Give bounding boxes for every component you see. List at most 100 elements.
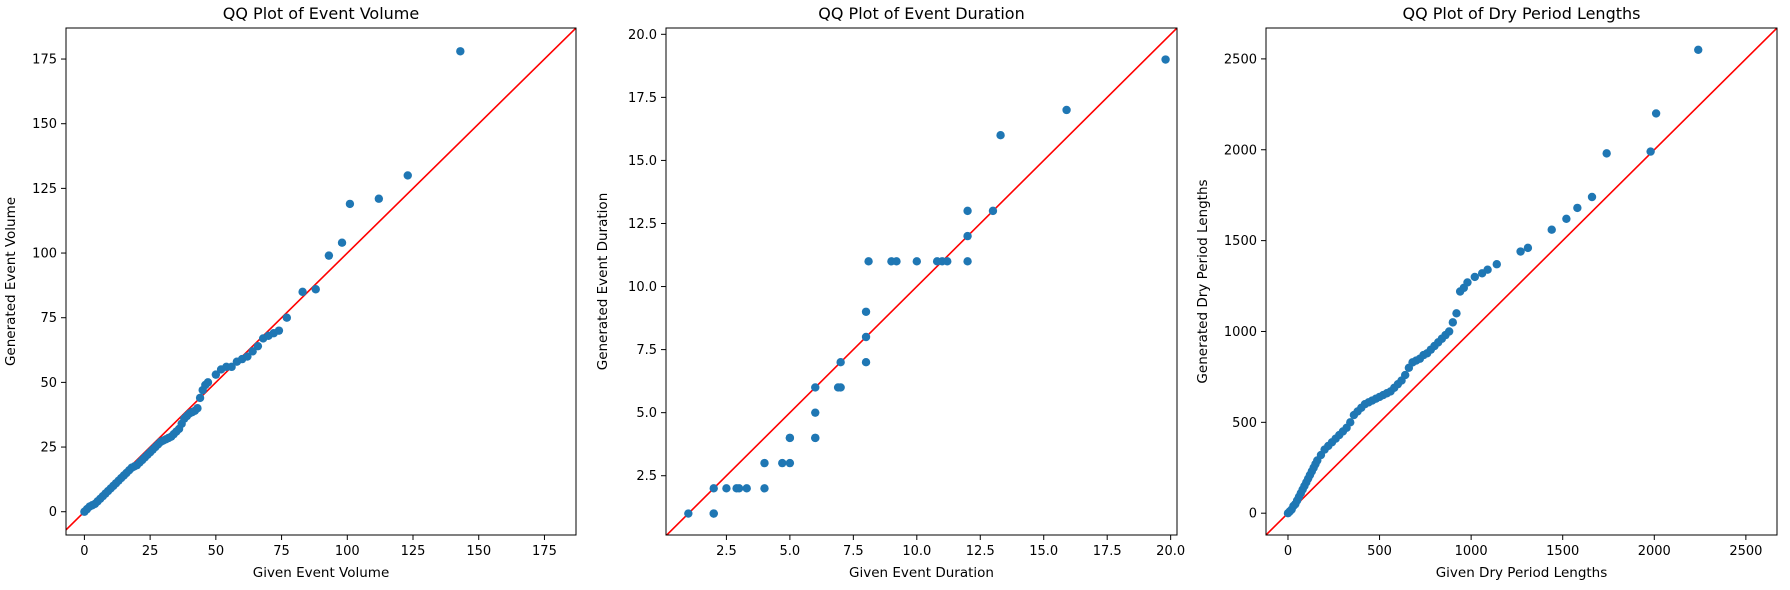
y-tick-label: 100	[32, 247, 57, 262]
y-tick-label: 150	[32, 117, 57, 132]
data-point	[1646, 147, 1655, 156]
data-point	[203, 378, 213, 387]
data-point	[248, 347, 257, 356]
y-axis-label: Generated Event Duration	[595, 193, 611, 371]
y-axis-label: Generated Dry Period Lengths	[1195, 179, 1211, 383]
data-point	[1492, 260, 1501, 269]
data-point	[374, 194, 384, 203]
y-tick-label: 75	[40, 311, 57, 326]
y-tick-label: 1500	[1224, 234, 1257, 249]
y-tick-label: 2000	[1224, 143, 1257, 158]
x-axis-label: Given Dry Period Lengths	[1436, 565, 1608, 581]
data-point	[996, 131, 1005, 140]
data-point	[785, 458, 795, 468]
reference-line	[666, 28, 1177, 535]
x-tick-label: 500	[1367, 544, 1392, 559]
data-point	[722, 484, 731, 493]
x-tick-label: 175	[532, 544, 557, 559]
data-point	[861, 332, 871, 342]
data-point	[1651, 109, 1661, 118]
y-tick-label: 1000	[1224, 325, 1257, 340]
x-tick-label: 10.0	[902, 544, 931, 559]
data-point	[1400, 370, 1410, 380]
chart-title: QQ Plot of Event Duration	[818, 4, 1024, 23]
data-point	[227, 362, 236, 372]
data-point	[811, 408, 820, 417]
data-point	[1463, 278, 1472, 287]
y-tick-label: 2500	[1224, 52, 1257, 67]
y-tick-label: 10.0	[628, 280, 657, 295]
y-tick-label: 2.5	[636, 469, 657, 484]
x-tick-label: 2000	[1638, 544, 1671, 559]
data-point	[742, 484, 751, 493]
x-tick-label: 75	[273, 544, 290, 559]
data-point	[1452, 309, 1461, 318]
data-point	[1516, 247, 1525, 256]
axes-frame	[1265, 27, 1778, 536]
x-tick-label: 2500	[1729, 544, 1762, 559]
y-tick-label: 5.0	[636, 406, 657, 421]
x-tick-label: 5.0	[780, 544, 801, 559]
y-tick-label: 0	[1249, 507, 1257, 522]
data-point	[1523, 243, 1533, 253]
data-point	[456, 47, 465, 56]
data-point	[811, 383, 820, 392]
axes-frame	[665, 27, 1178, 536]
data-point	[836, 383, 845, 392]
data-point	[1448, 318, 1458, 327]
y-tick-label: 25	[40, 441, 57, 456]
data-point	[684, 509, 693, 518]
x-tick-label: 100	[335, 544, 360, 559]
data-point	[311, 285, 320, 294]
data-point	[1062, 105, 1071, 115]
data-point	[709, 509, 718, 518]
x-tick-label: 0	[1284, 544, 1292, 559]
x-axis-label: Given Event Volume	[253, 565, 390, 581]
data-point	[778, 458, 787, 468]
data-point	[195, 393, 205, 403]
data-point	[734, 484, 744, 493]
data-point	[760, 458, 769, 468]
x-tick-label: 150	[466, 544, 491, 559]
data-point	[1346, 418, 1355, 427]
data-point	[1602, 149, 1611, 158]
qq-plot-panel-3: 0 500 1000 1500 2000 2500 0 500 1000 1500 2000 2500…	[1195, 4, 1778, 581]
y-tick-label: 17.5	[628, 91, 657, 106]
data-point	[403, 171, 412, 180]
data-point	[760, 484, 769, 493]
data-point	[892, 257, 901, 266]
y-tick-label: 125	[32, 182, 57, 197]
x-tick-label: 7.5	[843, 544, 864, 559]
data-point	[836, 358, 845, 367]
data-point	[193, 404, 202, 413]
data-point	[963, 257, 972, 266]
x-tick-label: 25	[142, 544, 159, 559]
data-point	[861, 358, 871, 367]
data-point	[1573, 203, 1582, 213]
data-point	[943, 257, 952, 266]
x-tick-label: 125	[401, 544, 426, 559]
data-point	[1161, 55, 1170, 64]
x-tick-label: 20.0	[1156, 544, 1185, 559]
y-tick-label: 175	[32, 53, 57, 68]
data-point	[337, 238, 347, 247]
chart-title: QQ Plot of Dry Period Lengths	[1403, 4, 1641, 23]
x-tick-label: 50	[208, 544, 225, 559]
data-point	[253, 341, 263, 351]
data-point	[282, 313, 292, 322]
x-tick-label: 1000	[1455, 544, 1488, 559]
x-tick-label: 2.5	[716, 544, 737, 559]
data-point	[963, 231, 972, 241]
data-point	[785, 433, 795, 443]
data-point	[1694, 45, 1703, 55]
x-tick-label: 0	[80, 544, 88, 559]
data-point	[1562, 214, 1571, 224]
data-point	[963, 206, 972, 216]
y-tick-label: 12.5	[628, 217, 657, 232]
y-axis-label: Generated Event Volume	[3, 197, 19, 366]
chart-title: QQ Plot of Event Volume	[223, 4, 419, 23]
data-point	[1547, 225, 1556, 234]
y-tick-label: 500	[1232, 416, 1257, 431]
data-point	[988, 206, 998, 216]
